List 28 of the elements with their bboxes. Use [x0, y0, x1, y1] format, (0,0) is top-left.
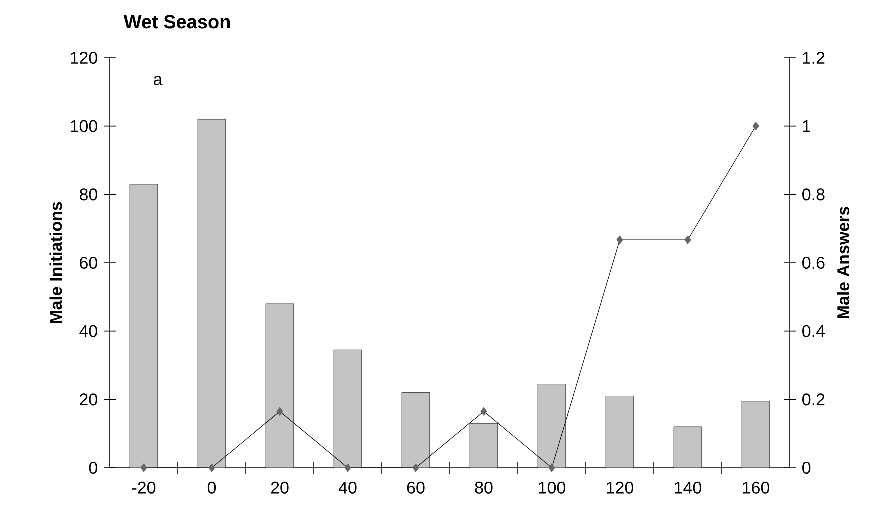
x-tick-label: 40	[338, 482, 357, 494]
y-tick-label: 40	[80, 325, 98, 338]
y2-tick-label: 0.4	[802, 325, 825, 338]
y2-tick-label: 1	[803, 120, 810, 132]
x-tick-label: 0	[208, 482, 216, 494]
x-tick-label: 20	[271, 482, 289, 494]
y-tick-label: 60	[80, 256, 98, 270]
y2-tick-label: 0.2	[802, 394, 825, 406]
y-tick-label: 120	[71, 52, 98, 64]
x-tick-label: 80	[475, 482, 493, 494]
y2-tick-label: 0	[802, 462, 811, 474]
x-tick-label: 60	[407, 482, 425, 494]
y2-tick-label: 1.2	[803, 52, 825, 64]
y2-tick-label: 0.6	[802, 256, 825, 270]
x-tick-label: 160	[743, 482, 770, 494]
y-tick-label: 100	[71, 120, 98, 132]
chart-title: Wet Season	[124, 15, 230, 29]
x-tick-label: -20	[132, 482, 156, 494]
x-tick-label: 100	[539, 482, 566, 494]
y2-tick-label: 0.8	[802, 188, 825, 201]
y-tick-label: 0	[89, 462, 98, 474]
x-tick-label: 140	[675, 482, 702, 494]
annotation: a	[154, 76, 163, 86]
y2-axis-title: Male Answers	[837, 207, 850, 319]
x-tick-label: 120	[607, 482, 634, 494]
y-tick-label: 80	[80, 188, 98, 201]
y-tick-label: 20	[80, 394, 98, 406]
y-axis-title: Male Initiations	[50, 202, 62, 324]
